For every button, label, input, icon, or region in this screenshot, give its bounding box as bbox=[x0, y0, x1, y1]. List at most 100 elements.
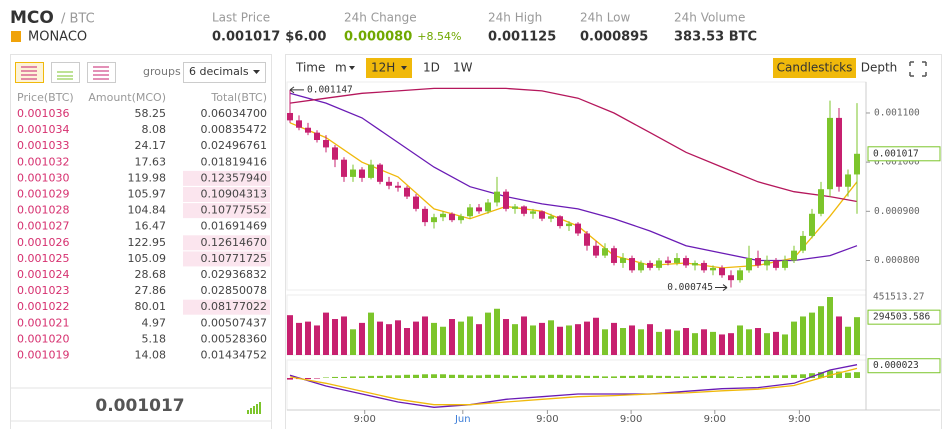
candle-body bbox=[746, 258, 752, 271]
order-cell: 4.97 bbox=[142, 316, 167, 329]
order-cell: 0.001023 bbox=[17, 284, 70, 297]
volume-bar bbox=[449, 319, 455, 355]
order-cell: 0.001029 bbox=[17, 188, 70, 201]
volume-bar bbox=[647, 324, 653, 355]
candle-body bbox=[620, 258, 626, 263]
volume-bar bbox=[809, 312, 815, 355]
column-header: Price(BTC) bbox=[17, 91, 74, 104]
macd-last-label-box bbox=[867, 358, 941, 374]
volume-bar bbox=[665, 329, 671, 355]
interval-button[interactable] bbox=[366, 58, 412, 78]
candle-body bbox=[593, 245, 599, 256]
order-cell: 58.25 bbox=[135, 107, 167, 120]
volume-bar bbox=[629, 325, 635, 355]
candle-body bbox=[323, 140, 329, 148]
candle-body bbox=[503, 191, 509, 209]
order-cell: 8.08 bbox=[142, 123, 167, 136]
macd-bar bbox=[548, 374, 554, 378]
info-icon bbox=[11, 31, 21, 42]
order-cell: 0.001032 bbox=[17, 155, 70, 168]
interval-button[interactable] bbox=[418, 58, 442, 78]
macd-last-label: 0.000023 bbox=[873, 360, 919, 371]
order-cell: 0.00507437 bbox=[201, 316, 267, 329]
volume-bar bbox=[530, 325, 536, 355]
x-tick-label: Jun bbox=[454, 414, 471, 425]
macd-bar bbox=[485, 374, 491, 378]
candle-body bbox=[827, 117, 833, 190]
volume-bar bbox=[377, 321, 383, 355]
stat-value: 0.001125 bbox=[488, 30, 556, 45]
stat-value: 0.000080 bbox=[344, 30, 412, 45]
volume-bar bbox=[746, 329, 752, 355]
candle-body bbox=[368, 164, 374, 178]
x-tick-label: 9:00 bbox=[704, 414, 726, 425]
volume-bar bbox=[476, 324, 482, 355]
chart-panel bbox=[285, 54, 942, 429]
candle-body bbox=[845, 174, 851, 187]
macd-bar bbox=[620, 375, 626, 378]
candle-body bbox=[629, 258, 635, 271]
order-cell: 0.02850078 bbox=[201, 284, 267, 297]
x-tick-label: 9:00 bbox=[788, 414, 810, 425]
volume-bar bbox=[521, 316, 527, 355]
order-cell: 14.08 bbox=[135, 349, 167, 362]
low-label: 0.000745 bbox=[667, 282, 713, 293]
macd-bar bbox=[827, 370, 833, 378]
macd-bar bbox=[332, 376, 338, 378]
candle-body bbox=[566, 223, 572, 227]
interval-button[interactable] bbox=[291, 58, 325, 78]
x-tick-label: 9:00 bbox=[620, 414, 642, 425]
order-cell: 0.001025 bbox=[17, 252, 70, 265]
order-cell: 80.01 bbox=[135, 300, 167, 313]
candle-body bbox=[431, 217, 437, 223]
macd-bar bbox=[737, 376, 743, 378]
volume-bar bbox=[548, 320, 554, 355]
macd-bar bbox=[557, 374, 563, 378]
volume-bar bbox=[728, 333, 734, 355]
volume-bar bbox=[485, 312, 491, 355]
view-label: Depth bbox=[861, 61, 898, 75]
view-button[interactable] bbox=[858, 58, 900, 78]
stat-label: 24h Volume bbox=[674, 11, 745, 25]
volume-max-label: 451513.27 bbox=[873, 292, 924, 303]
interval-button[interactable] bbox=[448, 58, 474, 78]
depth-bar bbox=[183, 187, 270, 202]
order-cell: 0.01819416 bbox=[201, 155, 267, 168]
macd-bar bbox=[845, 372, 851, 378]
macd-bar bbox=[413, 374, 419, 378]
order-cell: 104.84 bbox=[128, 204, 167, 217]
volume-bar bbox=[404, 328, 410, 355]
volume-bar bbox=[395, 320, 401, 355]
icon bbox=[57, 71, 73, 80]
macd-bar bbox=[746, 376, 752, 378]
candle-body bbox=[332, 147, 338, 160]
fullscreen-icon[interactable] bbox=[909, 61, 927, 77]
volume-bar bbox=[638, 329, 644, 355]
y-tick-label: 0.001100 bbox=[874, 107, 920, 118]
x-tick-label: 9:00 bbox=[536, 414, 558, 425]
order-cell: 27.86 bbox=[135, 284, 167, 297]
volume-bar bbox=[836, 316, 842, 355]
volume-bar bbox=[332, 319, 338, 355]
candle-body bbox=[422, 208, 428, 223]
macd-bar bbox=[584, 375, 590, 378]
stat-value: 0.001017 bbox=[212, 30, 280, 45]
macd-bar bbox=[395, 375, 401, 378]
volume-bar bbox=[458, 321, 464, 355]
decimals-select[interactable] bbox=[183, 62, 266, 83]
stat-label: 24h Low bbox=[580, 11, 631, 25]
macd-bar bbox=[782, 375, 788, 378]
view-button[interactable] bbox=[773, 58, 856, 78]
last-price: 0.001017 bbox=[95, 396, 184, 416]
interval-label: 12H bbox=[371, 61, 395, 75]
interval-button[interactable] bbox=[330, 58, 360, 78]
macd-bar bbox=[710, 375, 716, 378]
volume-bar bbox=[818, 306, 824, 355]
candle-body bbox=[818, 189, 824, 214]
macd-bar bbox=[575, 375, 581, 378]
volume-bar bbox=[359, 322, 365, 355]
volume-bar bbox=[827, 297, 833, 355]
volume-bar bbox=[413, 321, 419, 355]
candle-body bbox=[341, 159, 347, 177]
candle-body bbox=[575, 223, 581, 234]
